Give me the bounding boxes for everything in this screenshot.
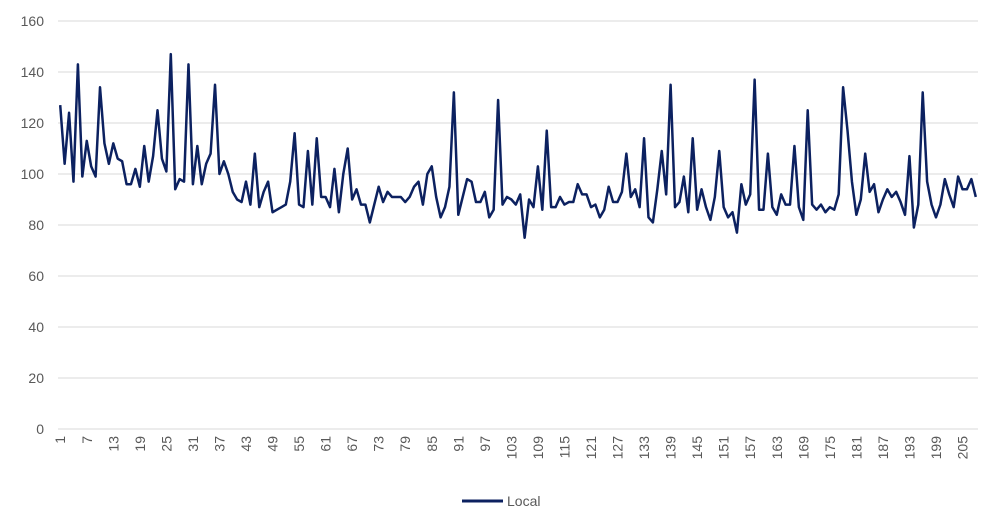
x-tick-label: 7 <box>79 436 95 444</box>
x-tick-label: 103 <box>503 436 519 460</box>
x-tick-label: 193 <box>901 436 917 460</box>
x-tick-label: 187 <box>875 436 891 460</box>
y-axis-ticks: 0 20 40 60 80 100 120 140 160 <box>21 13 45 437</box>
x-tick-label: 133 <box>636 436 652 460</box>
y-tick-label: 60 <box>28 268 44 284</box>
x-tick-label: 157 <box>742 436 758 460</box>
y-tick-label: 100 <box>21 166 45 182</box>
x-tick-label: 145 <box>689 436 705 460</box>
series-layer <box>58 52 978 239</box>
x-tick-label: 55 <box>291 436 307 452</box>
x-tick-label: 85 <box>424 436 440 452</box>
x-tick-label: 115 <box>556 436 572 459</box>
x-tick-label: 31 <box>185 436 201 452</box>
x-tick-label: 67 <box>344 436 360 452</box>
y-tick-label: 40 <box>28 319 44 335</box>
x-tick-label: 175 <box>822 436 838 460</box>
x-tick-label: 139 <box>663 436 679 460</box>
x-tick-label: 1 <box>52 436 68 444</box>
x-tick-label: 127 <box>610 436 626 460</box>
y-tick-label: 20 <box>28 370 44 386</box>
legend: Local <box>462 493 540 509</box>
x-tick-label: 61 <box>318 436 334 452</box>
y-tick-label: 140 <box>21 64 45 80</box>
x-tick-label: 169 <box>795 436 811 460</box>
x-tick-label: 91 <box>450 436 466 452</box>
x-tick-label: 49 <box>265 436 281 452</box>
y-tick-label: 160 <box>21 13 45 29</box>
x-tick-label: 43 <box>238 436 254 452</box>
x-tick-label: 199 <box>928 436 944 460</box>
x-tick-label: 37 <box>211 436 227 452</box>
y-tick-label: 120 <box>21 115 45 131</box>
x-tick-label: 13 <box>105 436 121 452</box>
gridlines <box>58 20 978 430</box>
x-axis-ticks: 1 7 13 19 25 31 37 43 49 55 61 67 73 79 85 91 97 103 109 11… <box>52 436 970 460</box>
x-tick-label: 121 <box>583 436 599 460</box>
x-tick-label: 19 <box>132 436 148 452</box>
x-tick-label: 181 <box>848 436 864 460</box>
x-tick-label: 205 <box>955 436 971 460</box>
x-tick-label: 25 <box>158 436 174 452</box>
x-tick-label: 73 <box>371 436 387 452</box>
y-tick-label: 80 <box>28 217 44 233</box>
series-line-local <box>58 52 978 239</box>
legend-label-local: Local <box>507 493 540 509</box>
x-tick-label: 97 <box>477 436 493 452</box>
x-tick-label: 151 <box>716 436 732 460</box>
x-tick-label: 163 <box>769 436 785 460</box>
x-tick-label: 79 <box>397 436 413 452</box>
x-tick-label: 109 <box>530 436 546 460</box>
y-tick-label: 0 <box>36 421 44 437</box>
